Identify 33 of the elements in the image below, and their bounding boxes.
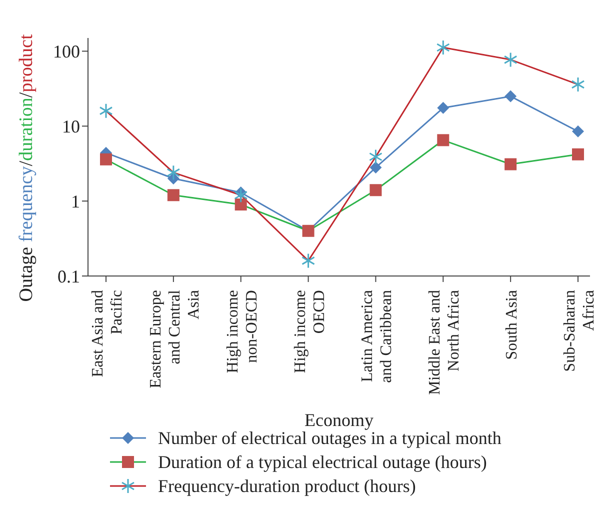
x-tick-label: High income OECD bbox=[292, 290, 328, 374]
x-tick-label: East Asia and Pacific bbox=[90, 290, 126, 378]
point bbox=[100, 153, 112, 166]
y-tick-label: 1 bbox=[71, 191, 80, 212]
x-tick-label: South Asia bbox=[504, 290, 521, 360]
point bbox=[234, 198, 247, 210]
point bbox=[437, 134, 450, 146]
x-tick-label: Eastern Europe and Central Asia bbox=[147, 289, 202, 388]
y-tick-label: 10 bbox=[62, 116, 80, 137]
point bbox=[234, 187, 248, 203]
point bbox=[302, 252, 316, 268]
point bbox=[436, 40, 450, 56]
legend-label: Duration of a typical electrical outage (hours) bbox=[158, 452, 487, 472]
point bbox=[437, 102, 450, 114]
point bbox=[99, 103, 113, 119]
legend-label: Frequency-duration product (hours) bbox=[158, 476, 416, 496]
point bbox=[504, 158, 517, 170]
y-axis-title: Outage frequency/duration/product bbox=[16, 34, 37, 302]
point bbox=[504, 90, 517, 102]
point bbox=[572, 148, 584, 160]
point bbox=[166, 164, 180, 180]
x-tick-label: Sub-Saharan Africa bbox=[562, 290, 598, 372]
y-tick-label: 0.1 bbox=[58, 266, 80, 286]
point bbox=[167, 189, 180, 202]
y-tick-label: 100 bbox=[53, 42, 80, 62]
point bbox=[370, 162, 382, 174]
point bbox=[572, 125, 584, 138]
point bbox=[571, 76, 585, 92]
x-axis-title: Economy bbox=[304, 410, 374, 430]
point bbox=[370, 184, 382, 196]
point bbox=[368, 149, 382, 165]
x-tick-label: Latin America and Caribbean bbox=[359, 290, 396, 383]
point bbox=[504, 52, 518, 68]
